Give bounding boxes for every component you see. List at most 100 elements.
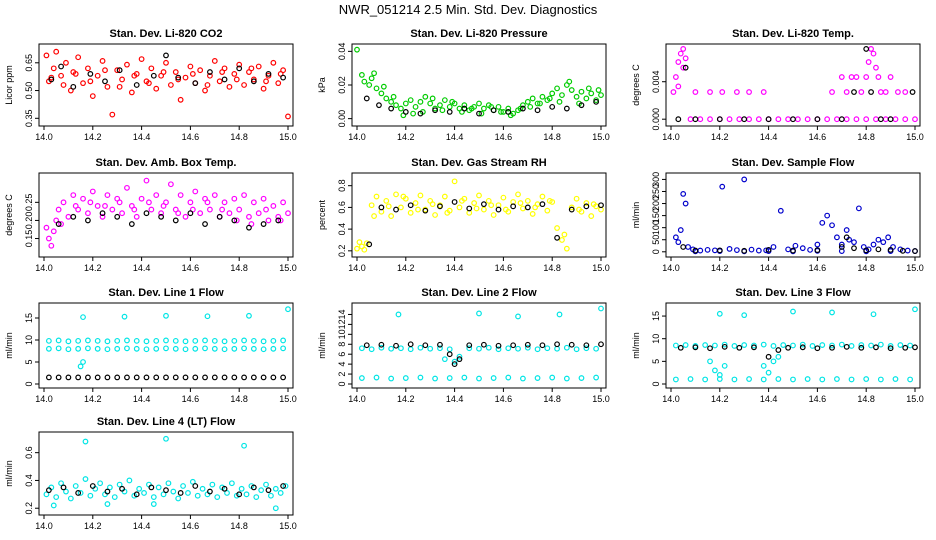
data-point xyxy=(153,85,160,92)
series-all-data xyxy=(45,306,291,370)
data-point xyxy=(446,346,453,353)
data-point xyxy=(82,438,89,445)
data-point xyxy=(792,242,799,249)
data-point xyxy=(119,485,125,492)
data-point xyxy=(373,374,380,381)
data-point xyxy=(260,221,267,227)
data-point xyxy=(902,89,909,95)
data-point xyxy=(150,494,157,501)
data-point xyxy=(765,116,772,123)
data-point xyxy=(682,200,689,207)
data-point xyxy=(502,206,509,213)
data-point xyxy=(524,204,531,211)
data-point xyxy=(241,337,247,344)
data-point xyxy=(741,247,748,254)
data-point xyxy=(407,202,414,209)
data-point xyxy=(70,192,77,198)
data-point xyxy=(104,488,111,495)
x-tick-label: 14.6 xyxy=(182,263,200,273)
x-tick-label: 15.0 xyxy=(592,132,610,142)
data-point xyxy=(437,345,443,352)
data-point xyxy=(790,247,796,254)
data-point xyxy=(907,376,914,383)
series-highlighted xyxy=(55,210,282,231)
data-point xyxy=(785,246,792,253)
data-point xyxy=(250,76,257,83)
data-point xyxy=(43,224,50,231)
data-point xyxy=(263,78,269,85)
data-point xyxy=(534,107,541,114)
y-tick-label: 4 xyxy=(337,362,347,367)
data-point xyxy=(246,312,252,319)
data-point xyxy=(192,337,199,344)
data-point xyxy=(393,191,399,198)
data-point xyxy=(422,93,429,100)
x-tick-label: 14.0 xyxy=(662,132,680,142)
data-point xyxy=(280,483,287,489)
panel-title: Stan. Dev. Sample Flow xyxy=(732,157,855,169)
y-tick-label: 0.6 xyxy=(24,446,34,459)
y-tick-label: 0.25 xyxy=(24,194,34,212)
data-point xyxy=(505,109,512,115)
data-point xyxy=(48,242,55,249)
data-point xyxy=(248,65,255,72)
data-point xyxy=(231,217,238,224)
data-point xyxy=(485,344,492,351)
data-point xyxy=(892,376,899,382)
data-point xyxy=(544,345,551,352)
y-tick-label: 0.50 xyxy=(24,82,34,100)
data-point xyxy=(446,103,453,110)
data-point xyxy=(755,116,762,123)
plot-frame xyxy=(38,172,294,258)
data-point xyxy=(224,490,230,496)
data-point xyxy=(75,345,82,352)
data-point xyxy=(829,89,835,95)
data-point xyxy=(829,309,835,316)
data-point xyxy=(427,345,434,352)
x-tick-label: 14.8 xyxy=(230,132,248,142)
figure-title: NWR_051214 2.5 Min. Std. Dev. Diagnostic… xyxy=(339,2,598,17)
data-point xyxy=(150,72,157,79)
x-tick-label: 14.2 xyxy=(711,132,729,142)
data-point xyxy=(163,345,169,352)
data-point xyxy=(568,341,575,348)
data-point xyxy=(417,98,424,105)
data-point xyxy=(94,72,101,79)
data-point xyxy=(672,234,679,241)
data-point xyxy=(354,46,360,53)
data-point xyxy=(848,343,855,349)
data-point xyxy=(549,90,556,97)
data-point xyxy=(843,116,850,123)
data-point xyxy=(89,188,96,195)
data-point xyxy=(441,193,448,200)
data-point xyxy=(80,80,86,87)
data-point xyxy=(155,484,162,491)
data-point xyxy=(838,244,845,250)
x-tick-label: 14.2 xyxy=(711,263,729,273)
data-point xyxy=(253,494,260,501)
data-point xyxy=(583,200,590,206)
data-point xyxy=(285,306,291,313)
data-point xyxy=(593,374,600,381)
data-point xyxy=(265,217,272,224)
x-tick-label: 14.2 xyxy=(84,263,102,273)
data-point xyxy=(197,210,204,217)
data-point xyxy=(539,201,546,208)
data-point xyxy=(99,58,106,64)
data-point xyxy=(388,213,395,219)
data-point xyxy=(250,374,257,381)
y-tick-label: 0 xyxy=(651,249,661,254)
data-point xyxy=(765,246,772,253)
data-point xyxy=(238,485,245,492)
y-tick-label: 0.00 xyxy=(337,110,347,128)
y-tick-label: 0 xyxy=(337,381,347,386)
data-point xyxy=(265,70,272,77)
x-tick-label: 14.0 xyxy=(35,394,53,404)
data-point xyxy=(799,341,806,348)
y-tick-label: 150 xyxy=(651,208,661,223)
series-highlighted xyxy=(677,343,918,360)
data-point xyxy=(236,206,243,213)
data-point xyxy=(870,311,877,318)
data-point xyxy=(863,74,870,80)
data-point xyxy=(163,337,169,344)
